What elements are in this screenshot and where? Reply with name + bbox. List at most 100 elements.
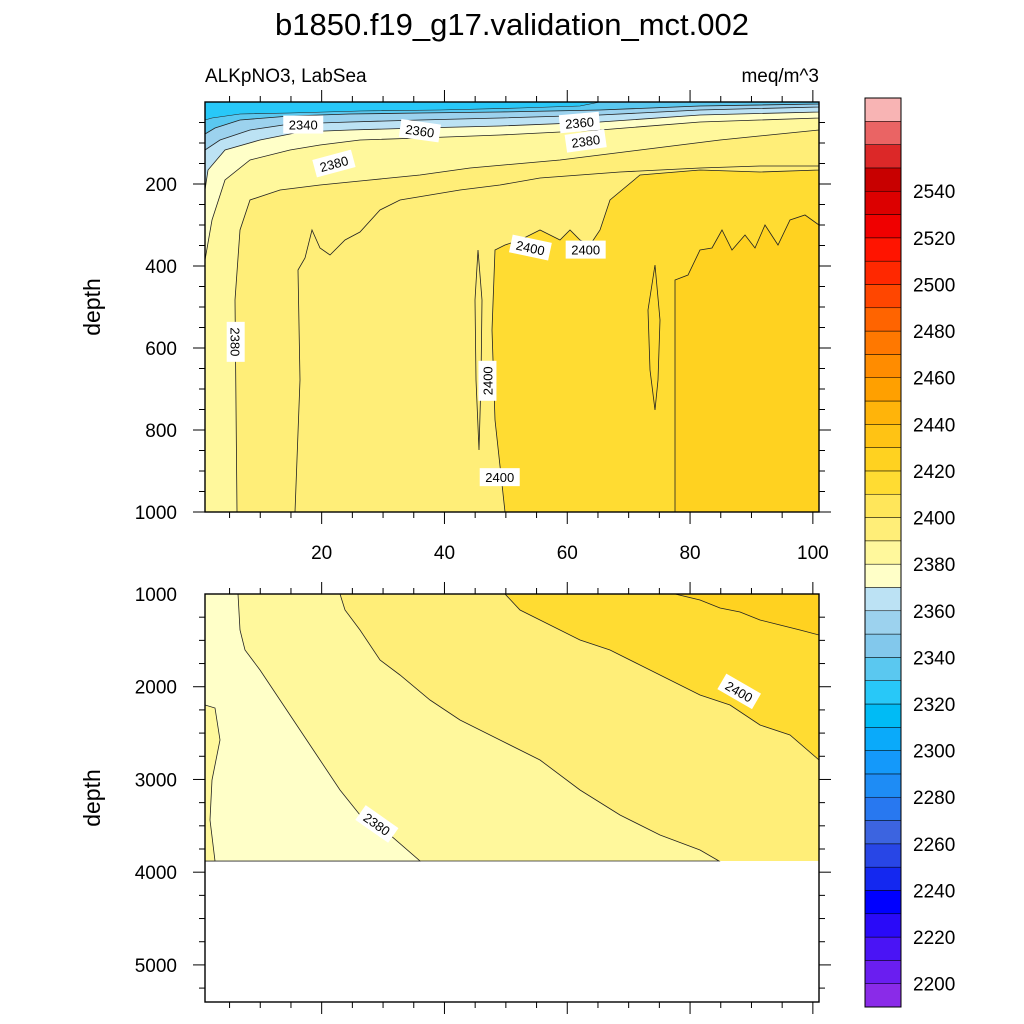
contour-label-box xyxy=(398,119,441,143)
contour-label-box xyxy=(564,129,607,153)
colorbar-label: 2500 xyxy=(913,275,955,296)
colorbar-swatch xyxy=(864,307,902,332)
x-tick-label: 20 xyxy=(311,543,332,564)
lower-fill-2410 xyxy=(674,594,819,636)
colorbar-swatch xyxy=(864,983,902,1008)
lower-frame xyxy=(204,593,820,1003)
colorbar-label: 2300 xyxy=(913,742,955,763)
contour-label-text: 2400 xyxy=(571,243,600,258)
colorbar-label: 2280 xyxy=(913,788,955,809)
chart-title: b1850.f19_g17.validation_mct.002 xyxy=(275,7,749,42)
colorbar-label: 2400 xyxy=(913,509,955,530)
colorbar-swatch xyxy=(864,820,902,845)
y-tick-label: 3000 xyxy=(135,770,177,791)
colorbar-label: 2200 xyxy=(913,975,955,996)
contour-label: 2380 xyxy=(312,149,356,178)
y-tick-label: 1000 xyxy=(135,503,177,524)
colorbar-swatch xyxy=(864,214,902,239)
x-tick-label: 80 xyxy=(679,543,700,564)
y-tick-label: 600 xyxy=(145,339,177,360)
upper-contour-2400-lens-2 xyxy=(647,264,661,411)
colorbar-swatch xyxy=(864,190,902,215)
colorbar-swatch xyxy=(864,237,902,262)
colorbar-swatch xyxy=(864,354,902,378)
colorbar-swatch xyxy=(864,144,902,169)
colorbar-swatch xyxy=(864,750,902,775)
colorbar-label: 2540 xyxy=(913,182,955,203)
colorbar-swatch xyxy=(864,284,902,309)
colorbar-label: 2340 xyxy=(913,648,955,669)
colorbar-label: 2240 xyxy=(913,881,955,902)
contour-label-box xyxy=(558,111,601,134)
colorbar-swatch xyxy=(864,657,902,681)
x-tick-label: 40 xyxy=(434,543,455,564)
colorbar-swatch xyxy=(864,400,902,425)
colorbar-swatch xyxy=(864,773,902,798)
contour-label: 2360 xyxy=(398,119,441,143)
colorbar-swatch xyxy=(864,167,902,192)
contour-label: 2340 xyxy=(283,115,324,134)
upper-panel: 20 40 60 80 100 200 400 600 800 1000 2340 2360 2360… xyxy=(79,90,831,564)
colorbar-swatch xyxy=(864,517,902,542)
colorbar-label: 2320 xyxy=(913,695,955,716)
contour-label-box xyxy=(478,360,497,401)
colorbar-swatch xyxy=(864,866,902,891)
colorbar-swatch xyxy=(864,680,902,705)
colorbar-swatch xyxy=(864,703,902,728)
contour-label-text: 2380 xyxy=(318,153,350,175)
y-tick-label: 800 xyxy=(145,421,177,442)
x-tick-label: 60 xyxy=(557,543,578,564)
upper-y-axis-label: depth xyxy=(79,278,105,336)
colorbar-swatch xyxy=(864,936,902,961)
variable-label: ALKpNO3, LabSea xyxy=(205,66,367,87)
contour-label-text: 2360 xyxy=(565,114,595,131)
y-tick-label: 400 xyxy=(145,257,177,278)
contour-label-text: 2340 xyxy=(289,118,318,133)
y-tick-label: 1000 xyxy=(135,585,177,606)
lower-tick-marks: 1000 2000 3000 4000 5000 xyxy=(135,582,831,1014)
colorbar: 2200 2220 2240 2260 2280 2300 2320 2340 2360 2380… xyxy=(864,97,955,1008)
contour-label-box xyxy=(717,673,762,710)
contour-label: 2380 xyxy=(226,321,245,362)
colorbar-swatch xyxy=(864,493,902,518)
lower-fill-2400 xyxy=(504,594,819,761)
contour-label: 2400 xyxy=(565,240,606,259)
colorbar-swatch xyxy=(864,587,902,612)
contour-label-box xyxy=(283,115,324,134)
upper-fill-2350 xyxy=(205,102,819,191)
contour-label-box xyxy=(479,468,520,487)
colorbar-label: 2380 xyxy=(913,555,955,576)
colorbar-label: 2460 xyxy=(913,369,955,390)
colorbar-label: 2480 xyxy=(913,322,955,343)
upper-fill-2320 xyxy=(205,102,601,121)
lower-contour-edge xyxy=(205,704,221,862)
colorbar-label: 2520 xyxy=(913,229,955,250)
contour-label-box xyxy=(312,149,356,178)
contour-label-text: 2380 xyxy=(228,327,243,356)
contour-label-box xyxy=(226,321,245,362)
colorbar-swatch xyxy=(864,447,902,472)
colorbar-label: 2440 xyxy=(913,415,955,436)
contour-label-text: 2380 xyxy=(570,132,601,151)
contour-label: 2380 xyxy=(564,129,607,153)
colorbar-swatch xyxy=(864,610,902,635)
colorbar-frame xyxy=(864,97,902,1008)
colorbar-swatch xyxy=(864,913,902,938)
colorbar-label: 2420 xyxy=(913,462,955,483)
contour-label: 2400 xyxy=(479,468,520,487)
contour-label-text: 2360 xyxy=(404,122,435,141)
colorbar-swatch xyxy=(864,121,902,145)
colorbar-swatch xyxy=(864,843,902,868)
y-tick-label: 5000 xyxy=(135,956,177,977)
upper-contour-2390 xyxy=(294,165,819,512)
lower-y-axis-label: depth xyxy=(79,769,105,827)
colorbar-swatch xyxy=(864,260,902,285)
contour-label-box xyxy=(355,805,399,843)
contour-label: 2400 xyxy=(478,360,497,401)
contour-label-text: 2400 xyxy=(515,238,546,259)
colorbar-label: 2360 xyxy=(913,602,955,623)
contour-label-text: 2400 xyxy=(480,366,495,395)
